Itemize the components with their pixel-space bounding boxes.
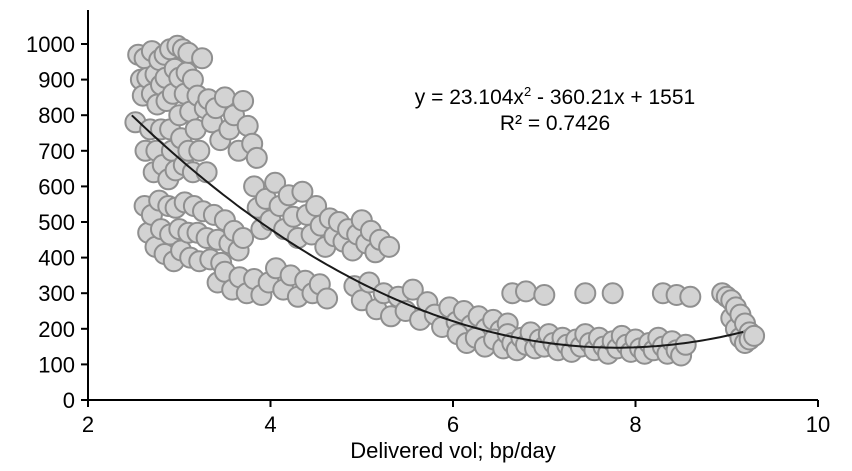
scatter-point: [213, 86, 236, 109]
y-tick-label: 200: [38, 317, 75, 342]
scatter-point: [264, 171, 287, 194]
y-tick-label: 600: [38, 174, 75, 199]
trendline: [131, 114, 744, 349]
trendline-path: [131, 114, 744, 349]
scatter-point: [679, 285, 702, 308]
y-tick-label: 500: [38, 210, 75, 235]
y-tick-label: 0: [63, 388, 75, 413]
scatter-point: [574, 282, 597, 305]
scatter-point: [743, 324, 766, 347]
scatter-point: [188, 139, 211, 162]
scatter-point: [316, 287, 339, 310]
x-tick-label: 6: [447, 412, 459, 437]
scatter-point: [601, 282, 624, 305]
scatter-point: [291, 180, 314, 203]
equation-suffix: - 360.21x + 1551: [531, 86, 696, 109]
y-tick-label: 400: [38, 246, 75, 271]
y-axis-ticks: 0 100 200 300 400 500 600 700 800 900 1000: [26, 32, 88, 413]
x-tick-label: 2: [82, 412, 94, 437]
scatter-point: [232, 90, 255, 112]
scatter-point: [195, 161, 218, 184]
y-tick-label: 700: [38, 139, 75, 164]
scatter-points: [124, 34, 766, 367]
scatter-point: [245, 146, 268, 169]
x-tick-label: 4: [264, 412, 276, 437]
scatter-point: [533, 284, 556, 306]
y-tick-label: 300: [38, 281, 75, 306]
y-tick-label: 1000: [26, 32, 75, 57]
trendline-equation: y = 23.104x2 - 360.21x + 1551: [355, 84, 755, 110]
scatter-point: [191, 47, 214, 70]
y-tick-label: 800: [38, 103, 75, 128]
scatter-point: [401, 278, 424, 301]
scatter-point: [232, 227, 255, 249]
x-axis-ticks: 2 4 6 8 10: [82, 400, 830, 437]
equation-prefix: y = 23.104x: [414, 86, 524, 109]
x-tick-label: 8: [629, 412, 641, 437]
scatter-point: [515, 280, 537, 303]
scatter-point: [378, 235, 401, 258]
y-tick-label: 900: [38, 68, 75, 93]
x-axis-title: Delivered vol; bp/day: [350, 438, 555, 463]
equation-exponent: 2: [523, 84, 532, 99]
r-squared-label: R² = 0.7426: [499, 112, 611, 135]
scatter-point: [236, 114, 259, 137]
x-tick-label: 10: [806, 412, 830, 437]
y-tick-label: 100: [38, 352, 75, 377]
